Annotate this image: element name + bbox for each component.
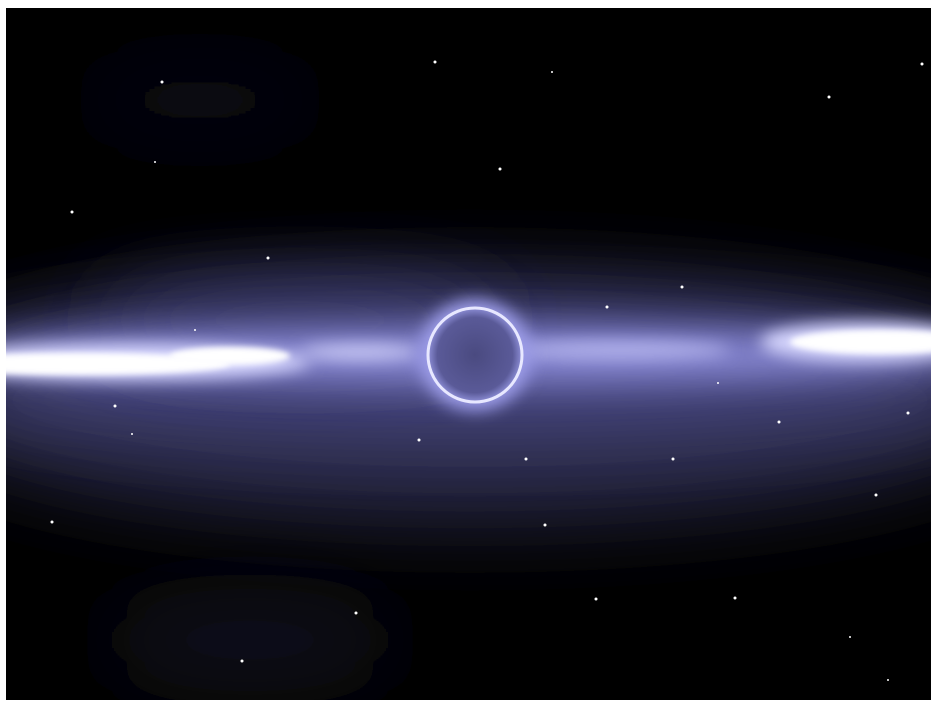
band-bright: [510, 341, 730, 359]
star: [50, 520, 54, 524]
star: [717, 382, 719, 384]
star: [874, 493, 878, 497]
star: [594, 597, 598, 601]
star: [906, 411, 910, 415]
band-bright: [300, 344, 420, 360]
star: [70, 210, 74, 214]
star: [680, 285, 684, 289]
image: [6, 8, 931, 700]
band-core: [790, 330, 931, 354]
star: [113, 404, 117, 408]
star: [194, 329, 196, 331]
star: [154, 161, 156, 163]
star: [524, 457, 528, 461]
star: [240, 659, 244, 663]
star: [849, 636, 851, 638]
planet: [426, 306, 524, 404]
star: [671, 457, 675, 461]
stars: [50, 60, 924, 681]
band-core: [170, 347, 290, 365]
star: [543, 523, 547, 527]
star: [827, 95, 831, 99]
star: [354, 611, 358, 615]
star: [160, 80, 164, 84]
star: [551, 71, 553, 73]
haze: [80, 70, 320, 130]
star: [417, 438, 421, 442]
haze: [100, 600, 400, 680]
star: [920, 62, 924, 66]
star: [131, 433, 133, 435]
star: [887, 679, 889, 681]
star: [777, 420, 781, 424]
star: [433, 60, 437, 64]
star: [498, 167, 502, 171]
star: [266, 256, 270, 260]
star: [733, 596, 737, 600]
star: [605, 305, 609, 309]
